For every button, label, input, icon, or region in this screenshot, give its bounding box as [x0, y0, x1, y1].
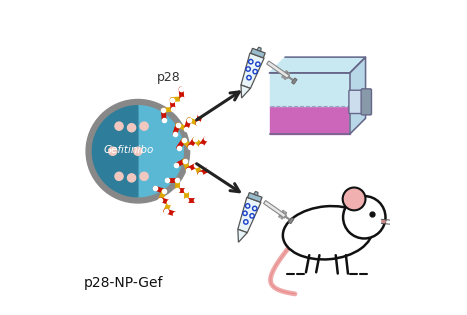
Polygon shape: [138, 106, 184, 197]
Polygon shape: [269, 73, 350, 106]
Polygon shape: [254, 192, 258, 196]
Text: p28-NP-Gef: p28-NP-Gef: [84, 276, 163, 290]
Circle shape: [127, 174, 135, 182]
Polygon shape: [284, 77, 287, 80]
FancyBboxPatch shape: [361, 89, 371, 115]
Text: Gefitinibo: Gefitinibo: [103, 145, 154, 155]
Polygon shape: [278, 215, 281, 218]
Polygon shape: [281, 216, 283, 219]
Polygon shape: [238, 197, 261, 233]
Circle shape: [109, 147, 117, 155]
Polygon shape: [282, 75, 284, 78]
Polygon shape: [291, 78, 297, 84]
Polygon shape: [251, 48, 265, 58]
Polygon shape: [282, 210, 284, 213]
Circle shape: [115, 122, 123, 130]
Polygon shape: [92, 106, 138, 197]
Polygon shape: [248, 192, 262, 202]
Polygon shape: [287, 72, 290, 75]
Ellipse shape: [283, 206, 372, 260]
Polygon shape: [284, 212, 287, 215]
Polygon shape: [238, 229, 247, 242]
Circle shape: [343, 196, 385, 238]
Polygon shape: [241, 53, 264, 89]
Polygon shape: [267, 61, 290, 78]
Circle shape: [134, 147, 142, 155]
Circle shape: [140, 122, 148, 130]
Circle shape: [86, 100, 190, 203]
Polygon shape: [241, 85, 250, 98]
Polygon shape: [350, 57, 366, 134]
FancyBboxPatch shape: [349, 90, 363, 113]
Circle shape: [140, 172, 148, 180]
Text: p28: p28: [157, 71, 181, 84]
Polygon shape: [269, 57, 366, 73]
Circle shape: [115, 172, 123, 180]
Polygon shape: [269, 106, 350, 134]
Polygon shape: [285, 71, 288, 73]
Polygon shape: [263, 201, 286, 218]
Polygon shape: [257, 47, 261, 51]
Polygon shape: [289, 218, 294, 224]
Circle shape: [343, 187, 366, 210]
Circle shape: [127, 123, 135, 132]
